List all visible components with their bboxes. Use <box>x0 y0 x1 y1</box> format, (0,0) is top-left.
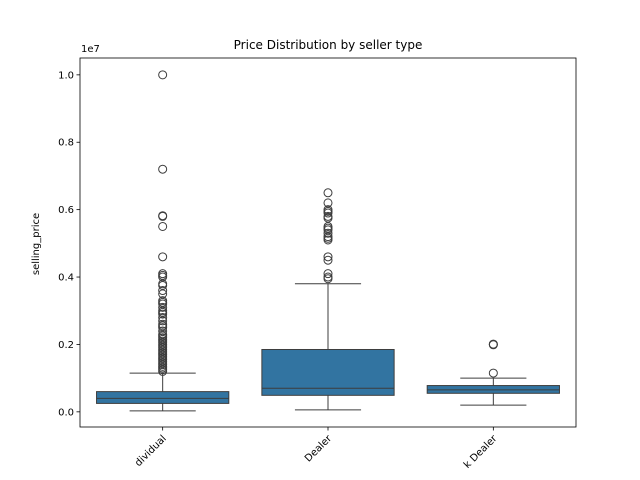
y-axis-label: selling_price <box>31 213 42 275</box>
outlier-point <box>158 70 168 80</box>
y-tick-label: 0.8 <box>58 138 74 149</box>
outlier-point <box>323 188 333 198</box>
y-tick-label: 0.0 <box>58 407 74 418</box>
box-iqr <box>426 385 560 394</box>
y-tick-label: 0.4 <box>58 273 74 284</box>
y-tick-label: 0.6 <box>58 205 74 216</box>
plot-frame <box>79 57 577 428</box>
outlier-point <box>158 252 168 262</box>
y-tick-label: 0.2 <box>58 340 74 351</box>
outlier-point <box>158 286 168 296</box>
outlier-point <box>323 235 333 245</box>
box-iqr <box>96 391 230 404</box>
outlier-point <box>158 309 168 319</box>
outlier-point <box>323 255 333 265</box>
y-offset-label: 1e7 <box>81 44 100 55</box>
outlier-point <box>323 269 333 279</box>
x-tick-label: Dealer <box>303 433 335 465</box>
outlier-point <box>158 302 168 312</box>
chart-title: Price Distribution by seller type <box>234 38 423 52</box>
outlier-point <box>323 252 333 262</box>
outlier-point <box>323 274 333 284</box>
outlier-point <box>323 208 333 218</box>
x-tick-label: k Dealer <box>462 433 500 471</box>
outlier-point <box>158 221 168 231</box>
x-tick-label: dividual <box>133 433 169 469</box>
box-iqr <box>261 348 395 396</box>
outlier-point <box>158 164 168 174</box>
y-tick-label: 1.0 <box>58 70 74 81</box>
outlier-point <box>323 228 333 238</box>
outlier-point <box>488 368 498 378</box>
outlier-point <box>488 340 498 350</box>
outlier-point <box>158 366 168 376</box>
outlier-point <box>158 211 168 221</box>
outlier-point <box>158 316 168 326</box>
